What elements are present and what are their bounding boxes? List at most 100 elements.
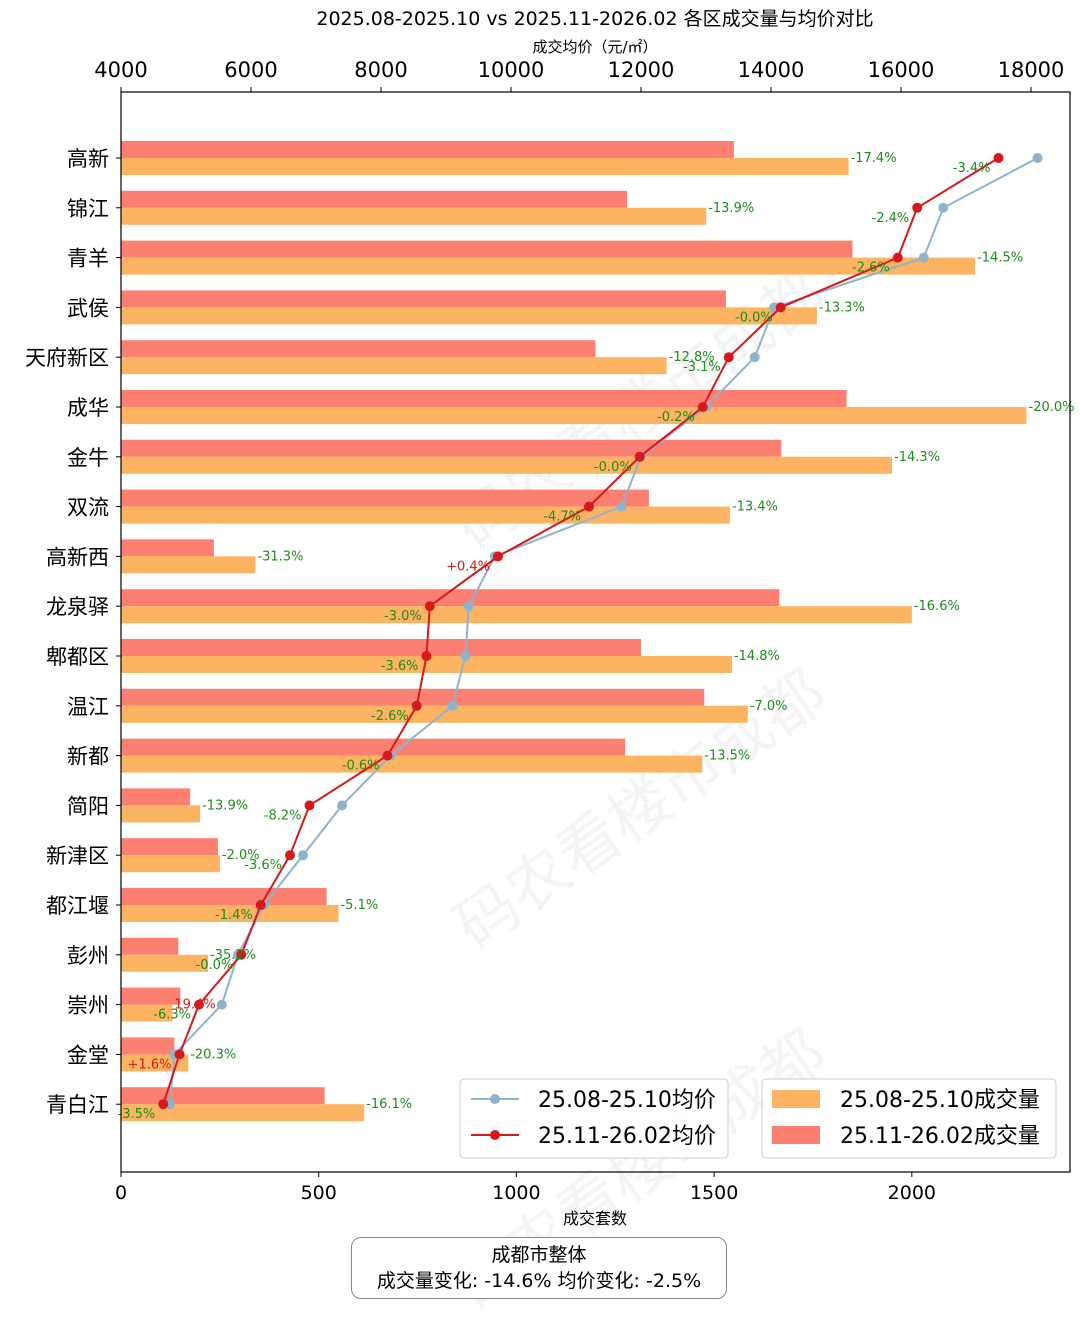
- volume-change-label-新都: -13.5%: [704, 749, 750, 764]
- bar-崇州-2508-2510: [121, 1004, 173, 1022]
- volume-change-label-龙泉驿: -16.6%: [914, 599, 960, 614]
- bar-青羊-2508-2510: [121, 257, 976, 275]
- bar-郫都区-2508-2510: [121, 656, 732, 673]
- y-tick-label-温江: 温江: [67, 695, 109, 719]
- price-change-label-天府新区: -3.1%: [683, 360, 721, 375]
- bar-新都-2511-2602: [121, 738, 626, 756]
- bar-彭州-2511-2602: [121, 937, 179, 955]
- price-change-label-温江: -2.6%: [371, 709, 409, 724]
- bar-成华-2508-2510: [121, 407, 1027, 424]
- y-tick-label-天府新区: 天府新区: [25, 346, 109, 370]
- volume-change-label-高新西: -31.3%: [257, 549, 303, 564]
- price-point-2508-2510-温江: [447, 700, 458, 711]
- summary-line: 成交量变化: -14.6% 均价变化: -2.5%: [376, 1270, 702, 1292]
- price-point-2508-2510-崇州: [216, 999, 227, 1010]
- bar-金堂-2511-2602: [121, 1037, 175, 1055]
- y-tick-label-青羊: 青羊: [67, 247, 109, 271]
- x2-tick-label: 10000: [478, 58, 545, 82]
- price-point-2508-2510-新津区: [298, 850, 308, 861]
- y-tick-label-锦江: 锦江: [67, 197, 109, 221]
- bar-武侯-2508-2510: [121, 307, 817, 325]
- legend: 25.08-25.10均价 25.11-26.02均价 25.08-25.10成交量…: [459, 1078, 1057, 1159]
- bar-都江堰-2511-2602: [121, 888, 327, 905]
- y-tick-label-新都: 新都: [67, 745, 109, 769]
- bar-青羊-2511-2602: [121, 240, 853, 258]
- x2-tick-label: 6000: [224, 58, 277, 82]
- price-point-2508-2510-郫都区: [460, 651, 471, 661]
- price-change-label-成华: -0.2%: [657, 410, 695, 425]
- price-change-label-金牛: -0.0%: [594, 460, 632, 475]
- chart: 2025.08-2025.10 vs 2025.11-2026.02 各区成交量…: [25, 8, 1075, 1228]
- legend-label: 25.08-25.10成交量: [840, 1088, 1040, 1113]
- price-point-2508-2510-天府新区: [749, 352, 760, 363]
- y-tick-label-新津区: 新津区: [46, 844, 109, 868]
- x2-tick-label: 18000: [998, 58, 1065, 82]
- legend-marker-2508-2510: [490, 1094, 500, 1104]
- bar-武侯-2511-2602: [121, 290, 726, 308]
- bars-layer: [121, 141, 1027, 1122]
- bar-锦江-2508-2510: [121, 207, 707, 225]
- y-tick-label-武侯: 武侯: [67, 296, 109, 320]
- bar-成华-2511-2602: [121, 390, 847, 407]
- x-tick-label: 0: [115, 1182, 127, 1204]
- legend-swatch-2511-2602: [772, 1126, 820, 1144]
- y-tick-label-双流: 双流: [67, 496, 109, 520]
- bar-青白江-2508-2510: [121, 1104, 365, 1122]
- y-tick-label-龙泉驿: 龙泉驿: [46, 595, 109, 619]
- axes-layer: 高新锦江青羊武侯天府新区成华金牛双流高新西龙泉驿郫都区温江新都简阳新津区都江堰彭…: [25, 58, 1071, 1204]
- price-point-2511-2602-高新西: [493, 551, 503, 562]
- legend-box-lines: [459, 1078, 729, 1159]
- y-tick-label-崇州: 崇州: [67, 994, 109, 1018]
- volume-change-label-金堂: -20.3%: [190, 1047, 236, 1062]
- bar-温江-2508-2510: [121, 705, 748, 723]
- price-point-2508-2510-龙泉驿: [463, 601, 474, 612]
- summary-title: 成都市整体: [491, 1244, 587, 1266]
- bar-高新-2511-2602: [121, 141, 734, 158]
- bar-双流-2508-2510: [121, 506, 730, 524]
- chart-title: 2025.08-2025.10 vs 2025.11-2026.02 各区成交量…: [316, 8, 873, 30]
- y-tick-label-金牛: 金牛: [67, 446, 109, 470]
- legend-swatch-2508-2510: [772, 1090, 820, 1108]
- volume-change-label-彭州: -35.2%: [210, 948, 256, 963]
- volume-change-label-简阳: -13.9%: [202, 798, 248, 813]
- y-tick-label-成华: 成华: [67, 396, 109, 420]
- price-change-label-武侯: -0.0%: [735, 310, 773, 325]
- x-tick-label: 2000: [888, 1182, 936, 1204]
- price-point-2511-2602-武侯: [775, 302, 786, 313]
- volume-change-label-郫都区: -14.8%: [734, 649, 780, 664]
- legend-label: 25.11-26.02均价: [538, 1124, 716, 1149]
- bar-崇州-2511-2602: [121, 987, 181, 1005]
- bar-简阳-2511-2602: [121, 788, 191, 806]
- bar-郫都区-2511-2602: [121, 639, 641, 656]
- volume-change-label-都江堰: -5.1%: [340, 898, 378, 913]
- price-point-2508-2510-锦江: [938, 202, 949, 213]
- bar-龙泉驿-2508-2510: [121, 606, 912, 624]
- x2-tick-label: 8000: [354, 58, 407, 82]
- price-change-label-金堂: +1.6%: [128, 1057, 172, 1072]
- x-tick-label: 1000: [492, 1182, 540, 1204]
- bar-新津区-2511-2602: [121, 838, 218, 856]
- x2-tick-label: 14000: [738, 58, 805, 82]
- price-change-label-高新: -3.4%: [953, 161, 991, 176]
- bar-天府新区-2511-2602: [121, 340, 596, 358]
- price-change-label-彭州: -0.0%: [196, 958, 234, 973]
- price-point-2511-2602-彭州: [236, 949, 247, 960]
- price-point-2508-2510-简阳: [337, 800, 347, 811]
- price-point-2511-2602-温江: [411, 700, 422, 711]
- bar-金堂-2508-2510: [121, 1054, 189, 1072]
- price-change-label-青羊: -2.6%: [852, 261, 890, 276]
- x2-tick-label: 16000: [868, 58, 935, 82]
- price-point-2511-2602-成华: [697, 402, 708, 412]
- bottom-axis-label: 成交套数: [563, 1209, 627, 1228]
- price-point-2508-2510-高新: [1032, 153, 1043, 163]
- bar-彭州-2508-2510: [121, 954, 208, 972]
- price-line-2511-2602: [162, 157, 1000, 1105]
- y-tick-label-高新: 高新: [67, 147, 109, 171]
- price-point-2511-2602-郫都区: [421, 651, 432, 661]
- price-change-label-新都: -0.6%: [342, 759, 380, 774]
- price-point-2511-2602-高新: [993, 153, 1004, 163]
- y-tick-label-青白江: 青白江: [46, 1093, 109, 1117]
- volume-change-label-双流: -13.4%: [732, 500, 778, 515]
- y-tick-label-高新西: 高新西: [46, 545, 109, 569]
- bar-龙泉驿-2511-2602: [121, 589, 780, 607]
